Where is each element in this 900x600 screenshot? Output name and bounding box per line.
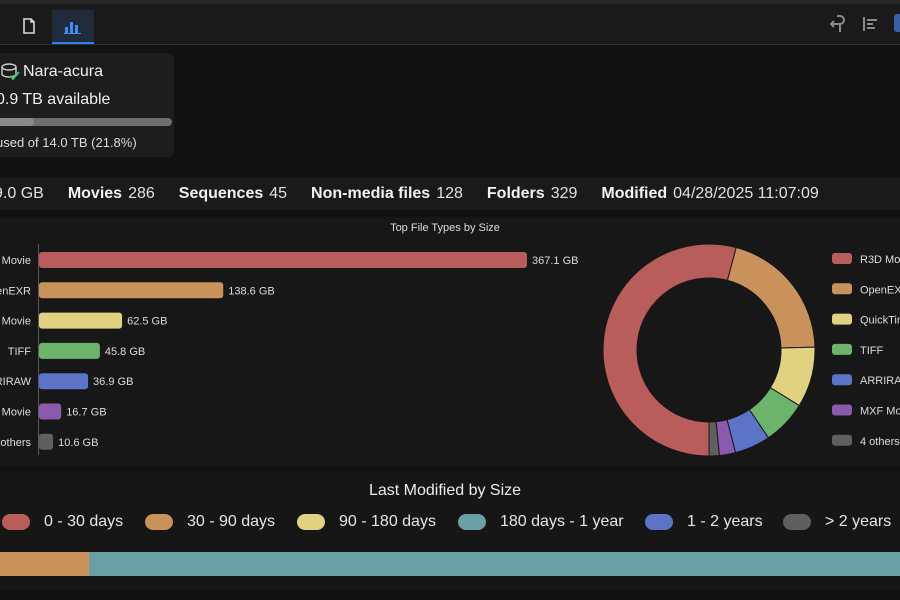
stat-modified-label: Modified	[601, 185, 668, 202]
stat-movies-label: Movies	[67, 185, 123, 202]
summary-stats: 9.0 GB Movies 286 Sequences 45 Non-media…	[0, 178, 900, 210]
value-label: 62.5 GB	[127, 316, 167, 328]
donut-slice	[602, 243, 737, 457]
value-label: 16.7 GB	[66, 407, 106, 419]
category-label: TIFF	[8, 346, 31, 358]
drive-icon	[1, 63, 20, 80]
donut-slice	[726, 246, 816, 349]
legend-label: 1 - 2 years	[687, 513, 763, 530]
bar-segment	[0, 552, 90, 576]
stat-folders-label: Folders	[486, 185, 545, 202]
file-types-chart: Movie 367.1 GB enEXR 138.6 GB Movie 62.5 GB TI…	[0, 243, 900, 457]
value-label: 138.6 GB	[228, 285, 274, 297]
align-left-icon	[863, 17, 877, 31]
legend-item[interactable]: 30 - 90 days	[145, 512, 275, 532]
value-label: 10.6 GB	[58, 437, 98, 449]
stat-size-value: 9.0 GB	[0, 185, 44, 202]
legend-swatch	[832, 404, 852, 416]
legend-item[interactable]: 0 - 30 days	[2, 512, 123, 532]
bar-segment	[89, 552, 900, 576]
bar	[39, 433, 54, 450]
legend-label: 0 - 30 days	[44, 513, 124, 530]
legend-label: 4 others	[860, 436, 900, 448]
legend-swatch	[832, 313, 852, 325]
legend-label: OpenEX	[860, 284, 900, 296]
donut-slice	[708, 421, 720, 457]
stat-nonmedia-value: 128	[436, 185, 463, 202]
bar	[39, 342, 100, 359]
toolbar-top-edge	[0, 0, 900, 4]
value-label: 367.1 GB	[532, 255, 578, 267]
overflow-icon	[894, 14, 900, 32]
legend-swatch	[145, 514, 173, 530]
legend-label: 90 - 180 days	[339, 513, 436, 530]
legend-item[interactable]: 1 - 2 years	[645, 512, 763, 532]
stat-sequences-label: Sequences	[178, 185, 264, 202]
legend-swatch	[832, 283, 852, 295]
tab-files[interactable]	[8, 10, 50, 42]
bar-chart-icon	[64, 22, 81, 34]
category-label: RRIRAW	[0, 376, 32, 388]
category-label: others	[0, 437, 31, 449]
legend-label: QuickTir	[860, 315, 900, 327]
legend-swatch	[832, 434, 852, 446]
bar	[39, 252, 527, 268]
legend-swatch	[2, 514, 30, 530]
legend-label: R3D Mo	[860, 254, 900, 266]
stat-modified-value: 04/28/2025 11:07:09	[673, 185, 819, 202]
legend-swatch	[832, 343, 852, 355]
legend-item[interactable]: 180 days - 1 year	[458, 512, 624, 532]
volume-name: Nara-acura	[23, 63, 104, 80]
volume-used: used of 14.0 TB (21.8%)	[0, 135, 137, 150]
bar	[39, 373, 89, 390]
value-label: 45.8 GB	[105, 346, 145, 358]
legend-item[interactable]: 90 - 180 days	[297, 512, 436, 532]
category-label: enEXR	[0, 285, 31, 297]
bar	[39, 282, 224, 299]
legend-label: > 2 years	[825, 513, 892, 530]
legend-label: 30 - 90 days	[187, 513, 276, 530]
legend-label: 180 days - 1 year	[500, 513, 624, 530]
chart-title: Top File Types by Size	[390, 222, 500, 234]
legend-label: TIFF	[860, 345, 883, 357]
legend-swatch	[783, 514, 811, 530]
tab-statistics[interactable]	[52, 10, 94, 44]
bar	[39, 403, 62, 420]
volume-usage-fill	[0, 118, 35, 126]
value-label: 36.9 GB	[93, 376, 133, 388]
volume-available: 0.9 TB available	[0, 91, 111, 108]
stat-nonmedia-label: Non-media files	[311, 185, 431, 202]
volume-usage-bar	[0, 118, 172, 126]
stat-movies-value: 286	[128, 185, 155, 202]
legend-swatch	[297, 514, 325, 530]
file-icon	[23, 18, 35, 34]
stat-folders-value: 329	[550, 185, 578, 202]
stat-sequences-value: 45	[269, 185, 288, 202]
category-label: Movie	[2, 407, 31, 419]
volume-card: Nara-acura 0.9 TB available used of 14.0…	[0, 53, 174, 157]
legend-swatch	[832, 374, 852, 386]
legend-swatch	[458, 514, 486, 530]
file-types-panel: Top File Types by Size Movie 367.1 GB enEX…	[0, 217, 900, 465]
legend-swatch	[832, 253, 852, 264]
bar	[39, 312, 123, 329]
last-modified-bar	[0, 552, 900, 576]
top-toolbar	[0, 0, 900, 45]
legend-swatch	[645, 514, 673, 530]
route-button[interactable]	[826, 12, 850, 36]
category-label: Movie	[2, 316, 31, 328]
legend-label: ARRIRAŸ	[860, 375, 900, 387]
category-label: Movie	[2, 255, 31, 267]
align-button[interactable]	[858, 12, 882, 36]
legend-label: MXF Mo	[860, 406, 900, 418]
route-icon	[829, 15, 845, 32]
last-modified-title: Last Modified by Size	[368, 482, 522, 499]
legend-item[interactable]: > 2 years	[783, 512, 891, 532]
